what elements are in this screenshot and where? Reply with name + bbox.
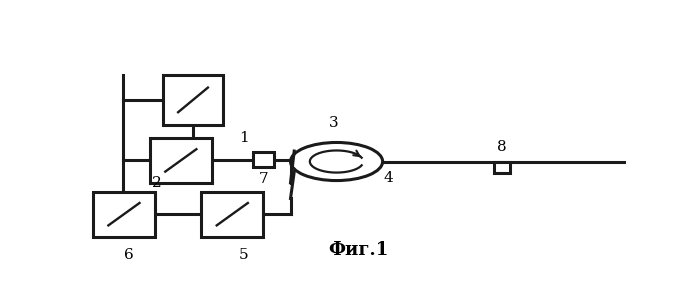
Text: 8: 8 bbox=[497, 140, 507, 155]
Text: 4: 4 bbox=[383, 171, 393, 185]
Bar bbox=[201, 192, 264, 237]
Text: 2: 2 bbox=[152, 176, 161, 190]
Text: 7: 7 bbox=[259, 173, 268, 187]
Bar bbox=[150, 138, 212, 183]
Text: 1: 1 bbox=[240, 131, 250, 145]
Text: 6: 6 bbox=[124, 248, 134, 262]
Bar bbox=[253, 152, 274, 166]
Bar bbox=[493, 162, 510, 173]
Text: Фиг.1: Фиг.1 bbox=[328, 241, 389, 259]
Text: 3: 3 bbox=[329, 116, 339, 130]
Text: 5: 5 bbox=[238, 248, 248, 262]
Bar bbox=[163, 75, 223, 125]
Bar bbox=[93, 192, 155, 237]
